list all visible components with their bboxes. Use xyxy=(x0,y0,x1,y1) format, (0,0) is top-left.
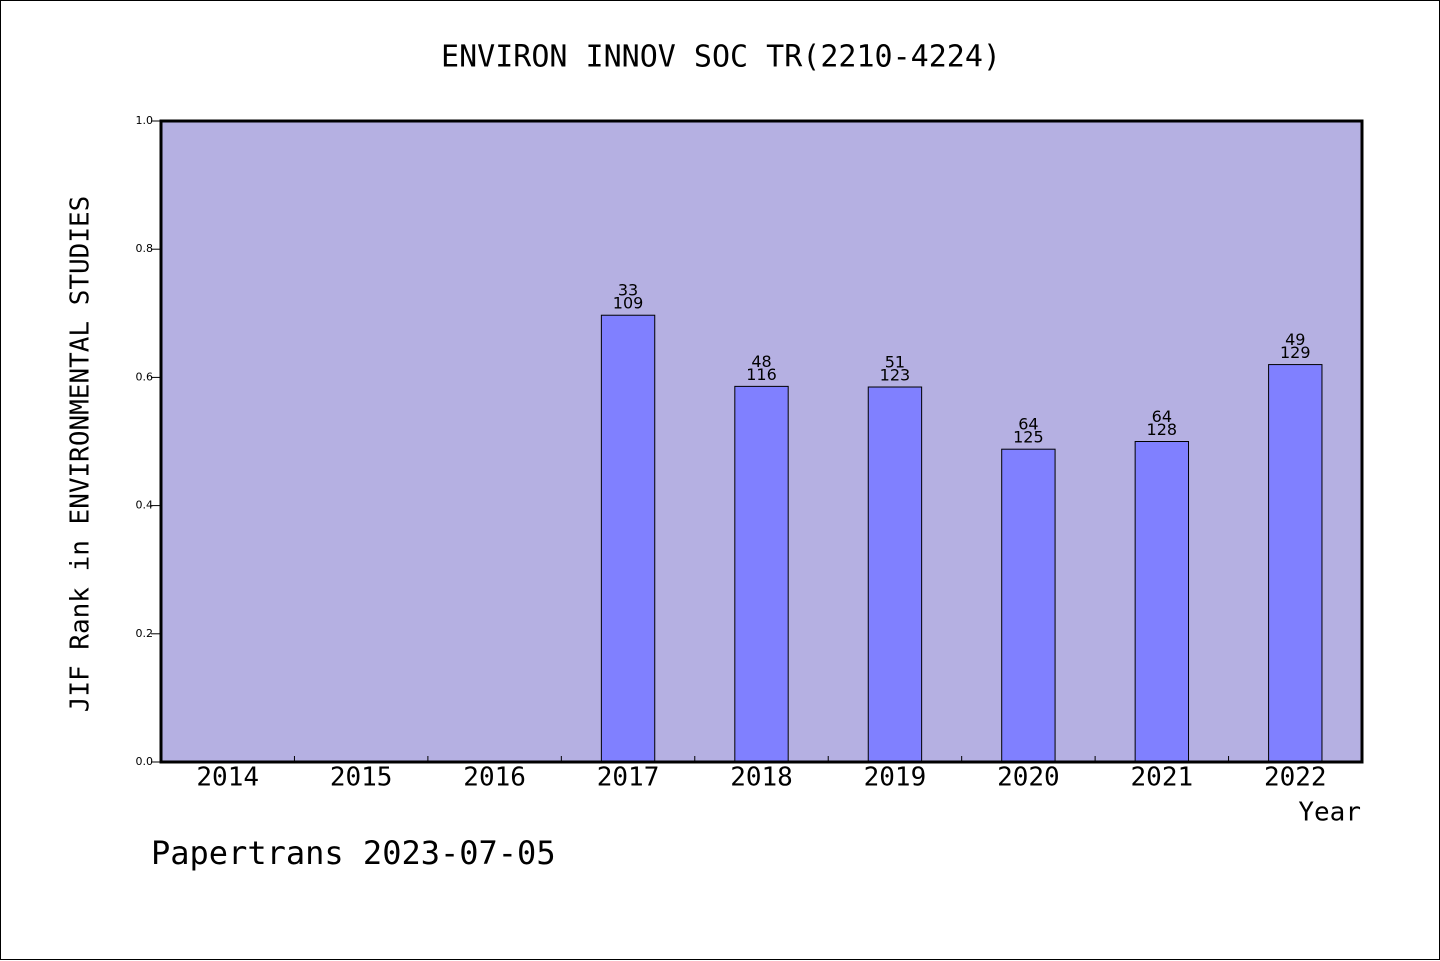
bar-rank-label: 49 xyxy=(1285,330,1305,349)
bar-rank-label: 51 xyxy=(885,353,905,372)
x-tick-label: 2020 xyxy=(997,763,1060,793)
y-tick-label: 0.6 xyxy=(136,370,154,383)
y-tick-label: 0.0 xyxy=(136,755,154,768)
bar-rank-label: 33 xyxy=(618,281,638,300)
plot-frame xyxy=(159,119,1364,764)
x-tick-label: 2019 xyxy=(864,763,927,793)
footer-watermark: Papertrans 2023-07-05 xyxy=(151,834,556,872)
bar-total-label: 128 xyxy=(1147,420,1178,439)
y-tick-label: 0.4 xyxy=(136,499,154,512)
y-axis: 0.0 0.2 0.4 0.6 0.8 1.0 xyxy=(136,114,161,768)
bar-group xyxy=(600,314,1323,763)
bar-2017 xyxy=(600,314,656,763)
y-axis-label: JIF Rank in ENVIRONMENTAL STUDIES xyxy=(66,196,96,713)
x-tick-label: 2021 xyxy=(1131,763,1194,793)
bar-2020 xyxy=(1001,448,1056,763)
x-tick-label: 2018 xyxy=(730,763,793,793)
bar-rank-label: 64 xyxy=(1018,415,1038,434)
x-axis: 2014 2015 2016 2017 2018 2019 2020 2021 2022 xyxy=(196,756,1327,793)
bar-2021 xyxy=(1134,441,1190,763)
x-tick-label: 2015 xyxy=(330,763,393,793)
chart-title: ENVIRON INNOV SOC TR(2210-4224) xyxy=(441,40,1001,75)
bar-total-label: 109 xyxy=(613,294,644,313)
x-tick-label: 2016 xyxy=(463,763,526,793)
bar-rank-label: 64 xyxy=(1152,407,1172,426)
bar-2022 xyxy=(1268,364,1323,763)
x-tick-label: 2017 xyxy=(597,763,660,793)
bar-total-label: 129 xyxy=(1280,343,1311,362)
bar-2019 xyxy=(867,386,923,763)
x-tick-label: 2014 xyxy=(196,763,259,793)
bar-total-label: 116 xyxy=(746,365,777,384)
y-tick-label: 0.2 xyxy=(136,627,154,640)
x-tick-label: 2022 xyxy=(1264,763,1327,793)
bar-2018 xyxy=(734,385,789,763)
y-tick-label: 0.8 xyxy=(136,242,154,255)
bar-total-label: 123 xyxy=(880,366,911,385)
bar-rank-label: 48 xyxy=(751,352,771,371)
x-axis-label: Year xyxy=(1298,798,1361,828)
bar-total-label: 125 xyxy=(1013,428,1044,447)
y-tick-label: 1.0 xyxy=(136,114,154,127)
